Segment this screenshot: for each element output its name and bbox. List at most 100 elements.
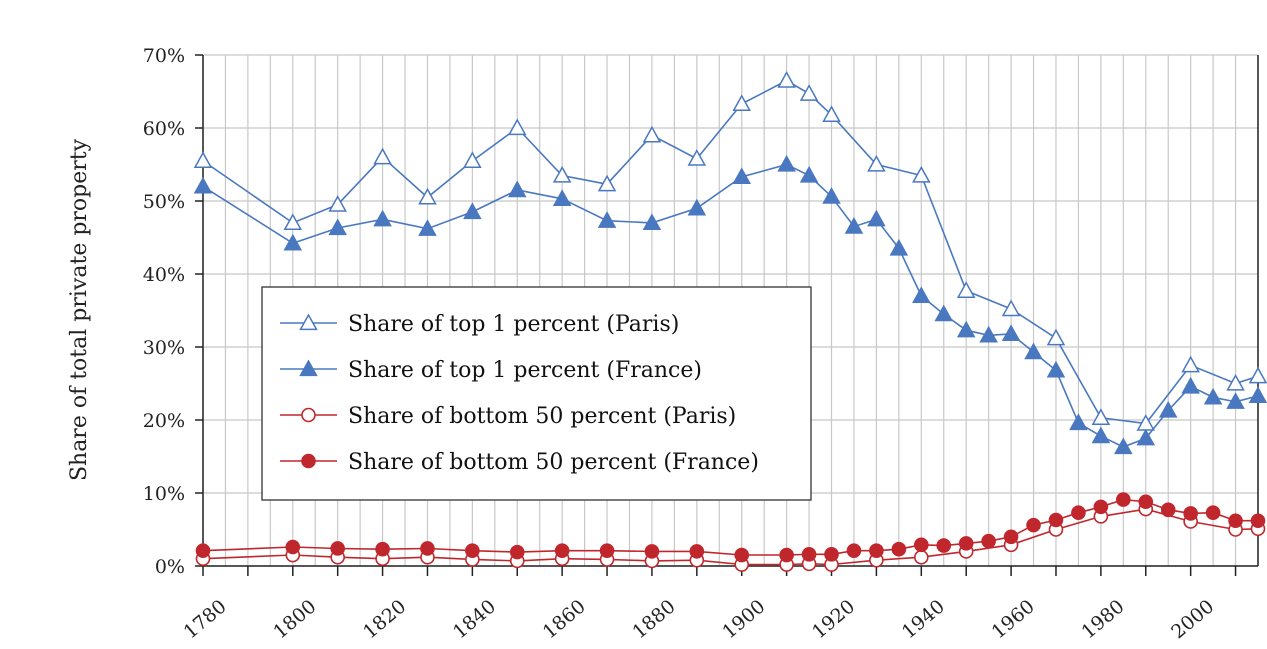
- data-point: [420, 541, 435, 556]
- data-point: [822, 187, 841, 204]
- y-tick-label: 50%: [143, 191, 185, 213]
- data-point: [195, 543, 211, 558]
- data-point: [956, 320, 976, 338]
- data-point: [979, 325, 998, 343]
- data-point: [1183, 506, 1198, 521]
- data-point: [777, 71, 796, 88]
- legend-entry: Share of top 1 percent (France): [348, 358, 702, 383]
- data-point: [822, 105, 841, 123]
- data-point: [552, 189, 572, 206]
- data-point: [507, 180, 527, 198]
- y-tick-label: 40%: [143, 264, 185, 286]
- data-point: [1093, 499, 1109, 515]
- data-point: [1205, 505, 1221, 521]
- data-point: [687, 149, 707, 166]
- legend-entry: Share of bottom 50 percent (France): [348, 450, 759, 475]
- series: [195, 492, 1266, 563]
- data-point: [934, 304, 954, 322]
- data-point: [734, 547, 750, 563]
- x-tick-label: 1940: [898, 595, 949, 643]
- data-point: [375, 541, 390, 557]
- data-point: [599, 543, 615, 558]
- data-point: [328, 218, 347, 236]
- legend-box: [261, 286, 812, 501]
- data-point: [1069, 413, 1088, 431]
- x-tick-label: 1900: [718, 595, 769, 643]
- data-point: [1138, 494, 1154, 510]
- data-point: [418, 187, 437, 205]
- y-tick-label: 20%: [143, 410, 185, 432]
- data-point: [891, 541, 907, 557]
- legend: Share of top 1 percent (Paris) Share of t…: [261, 286, 812, 501]
- x-tick-label: 1920: [808, 595, 859, 643]
- series: [193, 154, 1267, 455]
- data-point: [1024, 342, 1043, 360]
- data-point: [958, 536, 974, 551]
- data-point: [552, 165, 572, 183]
- data-point: [418, 219, 437, 236]
- series-line: [202, 163, 1259, 448]
- data-point: [732, 94, 751, 112]
- data-point: [1250, 513, 1266, 529]
- data-point: [1116, 492, 1131, 507]
- series-layer: [193, 71, 1267, 572]
- data-point: [1226, 392, 1245, 409]
- x-tick-label: 1860: [539, 595, 590, 643]
- data-point: [1001, 324, 1021, 342]
- data-point: [283, 233, 303, 251]
- data-point: [869, 543, 884, 558]
- x-tick-label: 1800: [269, 595, 320, 643]
- data-point: [301, 407, 316, 423]
- y-tick-label: 10%: [143, 483, 185, 505]
- data-point: [299, 313, 318, 331]
- data-point: [283, 213, 303, 231]
- y-tick-label: 0%: [155, 556, 185, 578]
- data-point: [597, 174, 617, 192]
- series: [193, 71, 1267, 431]
- y-tick-label: 60%: [143, 118, 185, 140]
- data-point: [981, 533, 996, 549]
- data-point: [299, 359, 318, 377]
- data-point: [1001, 299, 1021, 317]
- data-point: [1226, 373, 1245, 391]
- y-axis-title: Share of total private property: [67, 138, 92, 481]
- data-point: [846, 543, 862, 558]
- data-point: [463, 202, 482, 220]
- y-tick-label: 70%: [143, 45, 185, 67]
- data-point: [193, 151, 213, 168]
- data-point: [1248, 386, 1267, 404]
- data-point: [1114, 437, 1133, 455]
- data-point: [1026, 517, 1041, 533]
- x-tick-label: 1840: [449, 595, 500, 643]
- data-point: [373, 209, 392, 227]
- data-point: [1071, 505, 1086, 521]
- data-point: [777, 154, 796, 172]
- data-point: [597, 211, 617, 228]
- data-point: [956, 281, 976, 298]
- data-point: [867, 209, 886, 227]
- data-point: [330, 541, 345, 556]
- data-point: [732, 167, 751, 185]
- data-point: [913, 549, 929, 565]
- data-point: [1181, 355, 1200, 373]
- series-line: [202, 498, 1258, 556]
- legend-entry: Share of bottom 50 percent (Paris): [348, 404, 736, 429]
- data-point: [801, 547, 817, 562]
- data-point: [1091, 426, 1111, 444]
- x-tick-label: 2000: [1167, 595, 1218, 643]
- data-point: [687, 198, 707, 216]
- data-point: [644, 544, 660, 559]
- data-point: [285, 539, 301, 555]
- data-point: [642, 213, 662, 231]
- data-point: [867, 154, 886, 172]
- data-point: [1248, 366, 1267, 384]
- data-point: [799, 165, 819, 183]
- x-tick-label: 1960: [988, 595, 1039, 643]
- x-tick-label: 1780: [180, 595, 231, 643]
- y-tick-label: 30%: [143, 337, 185, 359]
- data-point: [1181, 376, 1200, 394]
- data-point: [301, 453, 316, 469]
- data-point: [824, 547, 839, 562]
- data-point: [1046, 328, 1066, 346]
